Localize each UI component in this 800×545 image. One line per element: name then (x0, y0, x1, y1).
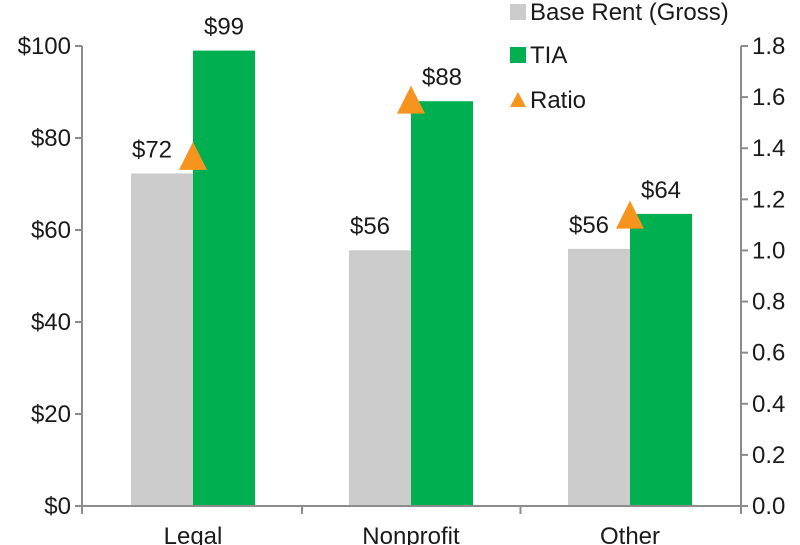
ratio-marker-other (616, 200, 644, 229)
right-tick-label: 0.4 (752, 391, 785, 418)
legend-swatch (510, 47, 526, 63)
right-tick-label: 0.8 (752, 289, 785, 316)
legend-label: Base Rent (Gross) (530, 0, 729, 26)
right-tick-label: 1.4 (752, 135, 785, 162)
plot-area: $72 $99 $56 $88 $56 $64 (131, 14, 692, 507)
axes: $0 $20 $40 $60 $80 $100 0.0 0.2 0.4 0.6 0.8 1.0 1.2 1… (18, 33, 786, 545)
legend: Base Rent (Gross) TIA Ratio (510, 0, 729, 114)
left-tick-label: $0 (44, 493, 71, 520)
bar-base-rent-gross-nonprofit (349, 250, 411, 506)
data-label: $99 (204, 14, 244, 41)
left-tick-label: $80 (31, 125, 71, 152)
bar-tia-other (630, 213, 692, 506)
legend-label: TIA (530, 42, 567, 69)
bar-base-rent-gross-other (568, 248, 630, 507)
right-tick-label: 1.6 (752, 84, 785, 111)
bar-tia-legal (193, 50, 255, 506)
category-label-legal: Legal (164, 523, 223, 545)
data-label: $64 (641, 177, 681, 204)
legend-swatch (510, 4, 526, 20)
right-tick-label: 0.6 (752, 340, 785, 367)
data-label: $56 (569, 212, 609, 239)
bar-tia-nonprofit (411, 101, 473, 506)
bar-base-rent-gross-legal (131, 173, 193, 507)
legend-ratio-icon (510, 92, 526, 107)
left-tick-label: $100 (18, 33, 71, 60)
data-label: $72 (132, 136, 172, 163)
data-label: $88 (422, 64, 462, 91)
category-label-nonprofit: Nonprofit (362, 523, 460, 545)
legend-label: Ratio (530, 87, 586, 114)
left-tick-label: $60 (31, 217, 71, 244)
left-tick-label: $40 (31, 309, 71, 336)
right-tick-label: 0.0 (752, 493, 785, 520)
right-tick-label: 1.8 (752, 33, 785, 60)
right-tick-label: 0.2 (752, 442, 785, 469)
right-tick-label: 1.0 (752, 237, 785, 264)
category-label-other: Other (600, 523, 660, 545)
right-tick-label: 1.2 (752, 186, 785, 213)
left-tick-label: $20 (31, 401, 71, 428)
ratio-marker-nonprofit (397, 85, 425, 114)
ratio-marker-legal (179, 141, 207, 170)
data-label: $56 (350, 213, 390, 240)
